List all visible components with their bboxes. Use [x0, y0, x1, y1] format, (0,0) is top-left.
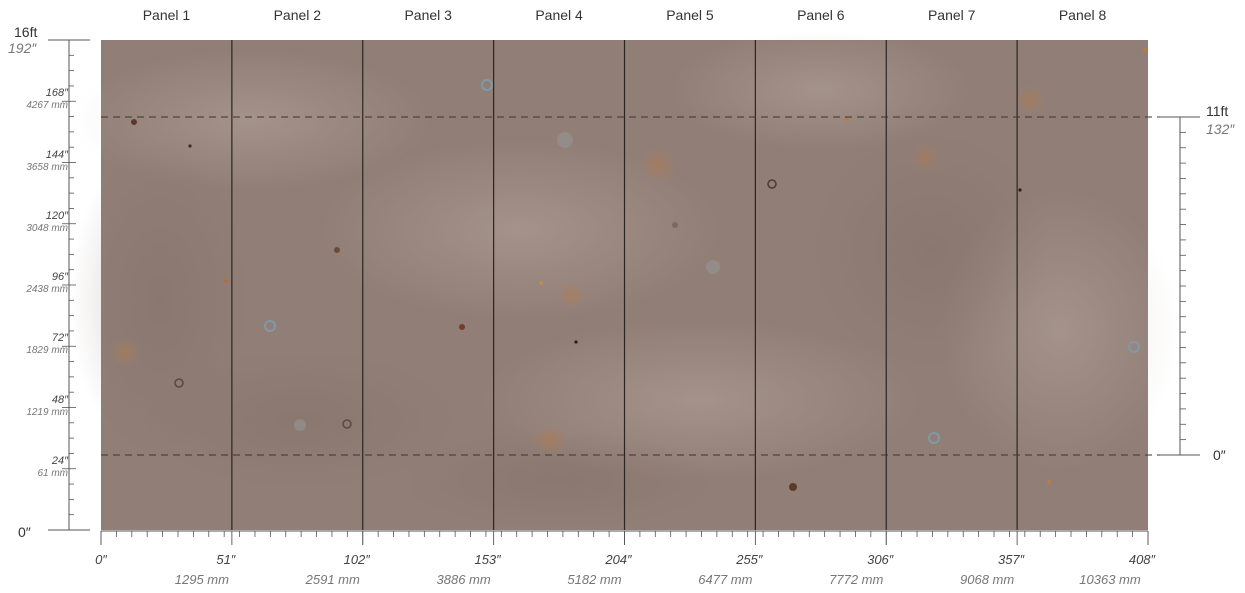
- left-axis-inch-label: 24″: [52, 456, 68, 467]
- bottom-axis-inch-label: 306″: [867, 553, 893, 566]
- left-axis-inch-label: 48″: [52, 395, 68, 406]
- bottom-axis-mm-label: 10363 mm: [1079, 573, 1140, 586]
- panel-label-8: Panel 8: [1059, 8, 1106, 22]
- panel-label-1: Panel 1: [143, 8, 190, 22]
- panel-label-7: Panel 7: [928, 8, 975, 22]
- bottom-axis-inch-label: 408″: [1129, 553, 1155, 566]
- bottom-axis-inch-label: 204″: [605, 553, 631, 566]
- panel-label-2: Panel 2: [274, 8, 321, 22]
- panel-label-5: Panel 5: [666, 8, 713, 22]
- left-axis-top-in: 192″: [8, 41, 36, 55]
- bottom-axis-inch-label: 153″: [474, 553, 500, 566]
- bottom-axis-mm-label: 6477 mm: [698, 573, 752, 586]
- left-axis-mm-label: 2438 mm: [26, 285, 68, 295]
- bottom-axis-mm-label: 7772 mm: [829, 573, 883, 586]
- bottom-axis-mm-label: 1295 mm: [175, 573, 229, 586]
- panel-label-6: Panel 6: [797, 8, 844, 22]
- left-axis-inch-label: 96″: [52, 272, 68, 283]
- bottom-axis-mm-label: 9068 mm: [960, 573, 1014, 586]
- bottom-axis-inch-label: 255″: [736, 553, 762, 566]
- left-axis-top-ft: 16ft: [14, 25, 37, 39]
- bottom-axis-inch-label: 51″: [216, 553, 235, 566]
- right-axis-top-ft: 11ft: [1206, 104, 1228, 118]
- left-axis-mm-label: 4267 mm: [26, 101, 68, 111]
- right-axis-top-in: 132″: [1206, 122, 1234, 136]
- right-axis-zero: 0″: [1213, 448, 1226, 462]
- left-axis-mm-label: 61 mm: [37, 469, 68, 479]
- bottom-axis-mm-label: 2591 mm: [306, 573, 360, 586]
- left-axis-inch-label: 72″: [52, 333, 68, 344]
- left-axis-inch-label: 120″: [46, 211, 68, 222]
- bottom-axis-inch-label: 102″: [344, 553, 370, 566]
- left-axis-mm-label: 3048 mm: [26, 224, 68, 234]
- left-axis-mm-label: 1219 mm: [26, 408, 68, 418]
- left-axis-inch-label: 168″: [46, 88, 68, 99]
- panel-label-3: Panel 3: [404, 8, 451, 22]
- bottom-axis-inch-label: 0″: [95, 553, 107, 566]
- left-axis-zero: 0″: [18, 525, 31, 539]
- left-axis-inch-label: 144″: [46, 150, 68, 161]
- left-axis-mm-label: 1829 mm: [26, 346, 68, 356]
- bottom-axis-inch-label: 357″: [998, 553, 1024, 566]
- bottom-axis-mm-label: 5182 mm: [567, 573, 621, 586]
- bottom-axis-mm-label: 3886 mm: [437, 573, 491, 586]
- panel-label-4: Panel 4: [535, 8, 582, 22]
- left-axis-mm-label: 3658 mm: [26, 163, 68, 173]
